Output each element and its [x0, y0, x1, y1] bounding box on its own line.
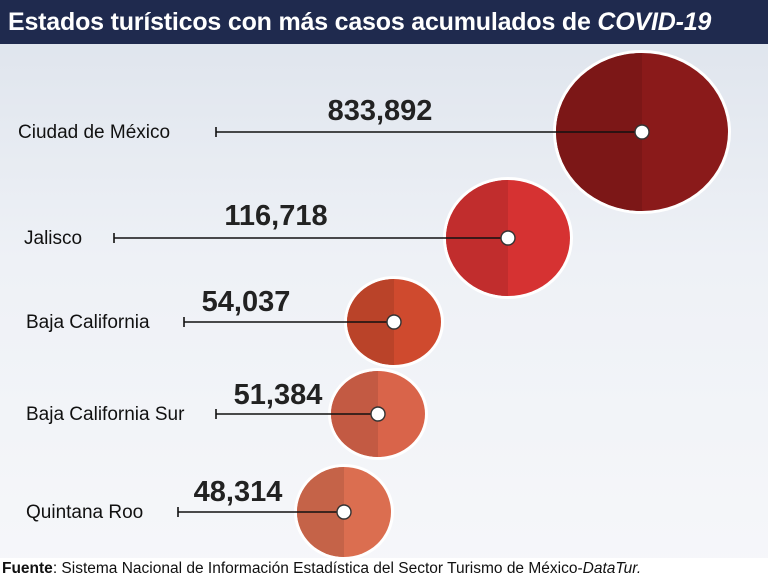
category-label: Ciudad de México	[18, 122, 170, 143]
value-label: 833,892	[328, 95, 433, 127]
category-label: Jalisco	[24, 228, 82, 249]
title-emphasis: COVID-19	[597, 7, 712, 36]
bubble-center-dot	[634, 124, 650, 140]
bubble-center-dot	[386, 314, 402, 330]
category-label: Quintana Roo	[26, 502, 143, 523]
source-text: : Sistema Nacional de Información Estadí…	[52, 560, 583, 577]
category-label: Baja California Sur	[26, 404, 185, 425]
value-label: 116,718	[224, 200, 327, 232]
title-main: Estados turísticos con más casos acumula…	[8, 7, 598, 36]
bubble-center-dot	[370, 406, 386, 422]
bubble-chart: Ciudad de México 833,892 Jalisco 116,718 Baj…	[18, 50, 731, 558]
chart-title: Estados turísticos con más casos acumula…	[0, 8, 711, 37]
source-emphasis: DataTur.	[582, 560, 642, 577]
source-label: Fuente	[2, 560, 53, 577]
bubble-center-dot	[500, 230, 516, 246]
title-bar: Estados turísticos con más casos acumula…	[0, 0, 768, 44]
category-label: Baja California	[26, 312, 150, 333]
bubble-center-dot	[336, 504, 352, 520]
value-label: 54,037	[202, 286, 291, 318]
value-label: 48,314	[194, 476, 283, 508]
source-footer: Fuente: Sistema Nacional de Información …	[0, 558, 768, 579]
value-label: 51,384	[234, 379, 323, 411]
